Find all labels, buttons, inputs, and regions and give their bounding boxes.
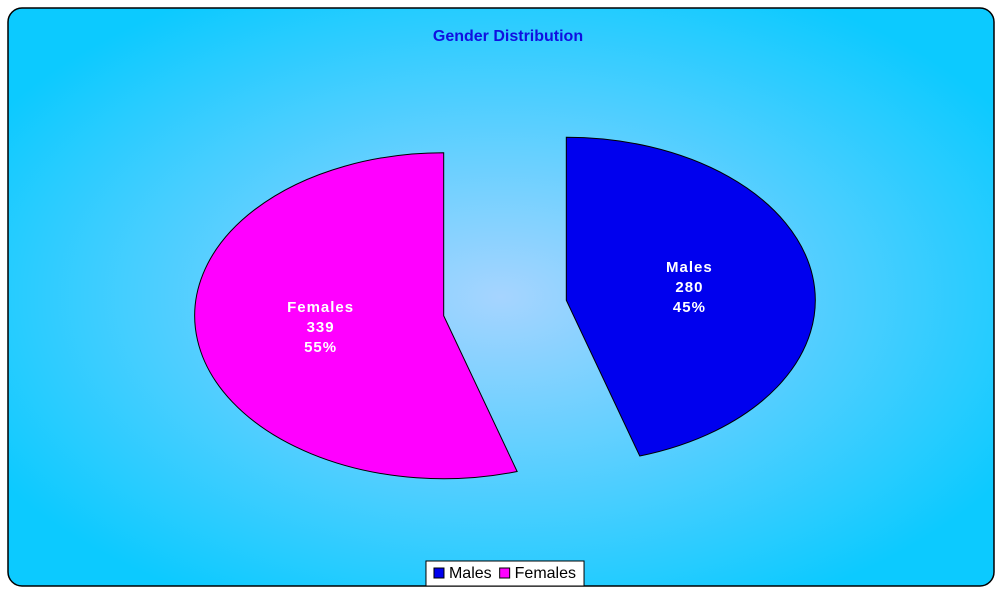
slice-label: Females — [287, 299, 354, 316]
slice-value: 339 — [307, 319, 335, 336]
pie-slice — [194, 152, 518, 480]
slice-percent: 45% — [673, 299, 706, 316]
chart-area — [7, 7, 995, 587]
legend-swatch — [499, 567, 511, 579]
pie-slice — [565, 136, 816, 457]
slice-label: Males — [666, 259, 713, 276]
legend-swatch — [433, 567, 445, 579]
chart-title: Gender Distribution — [433, 28, 583, 45]
slice-value: 280 — [675, 279, 703, 296]
slice-percent: 55% — [304, 339, 337, 356]
legend-label: Females — [515, 565, 576, 582]
legend-label: Males — [449, 565, 492, 582]
